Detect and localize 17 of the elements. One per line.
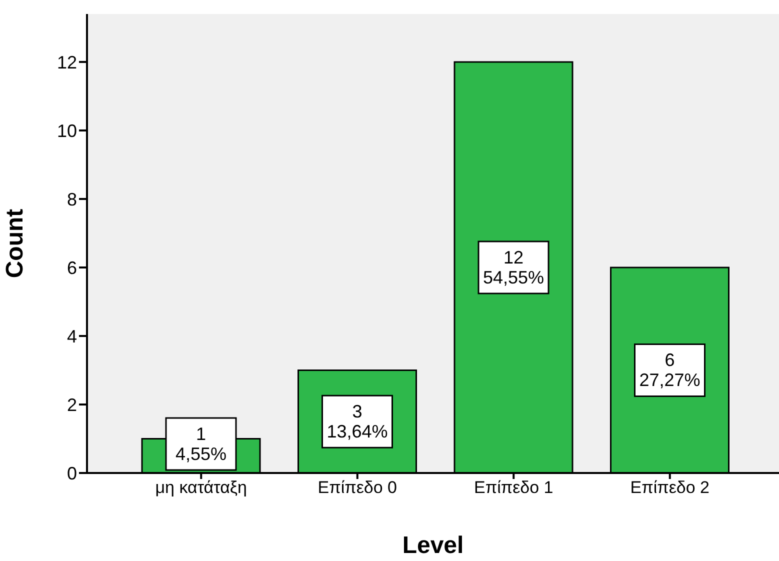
data-label: 1 4,55% — [175, 424, 227, 464]
y-tick-label: 0 — [66, 463, 77, 484]
data-label: 3 13,64% — [326, 402, 388, 442]
x-axis-title: Level — [402, 532, 464, 559]
y-tick-label: 10 — [56, 120, 77, 141]
x-tick-label: μη κατάταξη — [155, 478, 248, 498]
y-tick-label: 12 — [56, 52, 77, 72]
x-tick-label: Επίπεδο 0 — [318, 478, 397, 498]
y-tick-label: 8 — [66, 189, 77, 210]
y-tick-label: 2 — [66, 394, 77, 415]
data-label: 12 54,55% — [482, 247, 544, 288]
y-tick-label: 4 — [66, 326, 77, 346]
y-axis-title: Count — [2, 208, 29, 278]
y-tick-label: 6 — [66, 258, 77, 278]
x-tick-label: Επίπεδο 1 — [474, 478, 554, 498]
x-tick-label: Επίπεδο 2 — [630, 478, 710, 498]
data-label: 6 27,27% — [639, 350, 700, 390]
